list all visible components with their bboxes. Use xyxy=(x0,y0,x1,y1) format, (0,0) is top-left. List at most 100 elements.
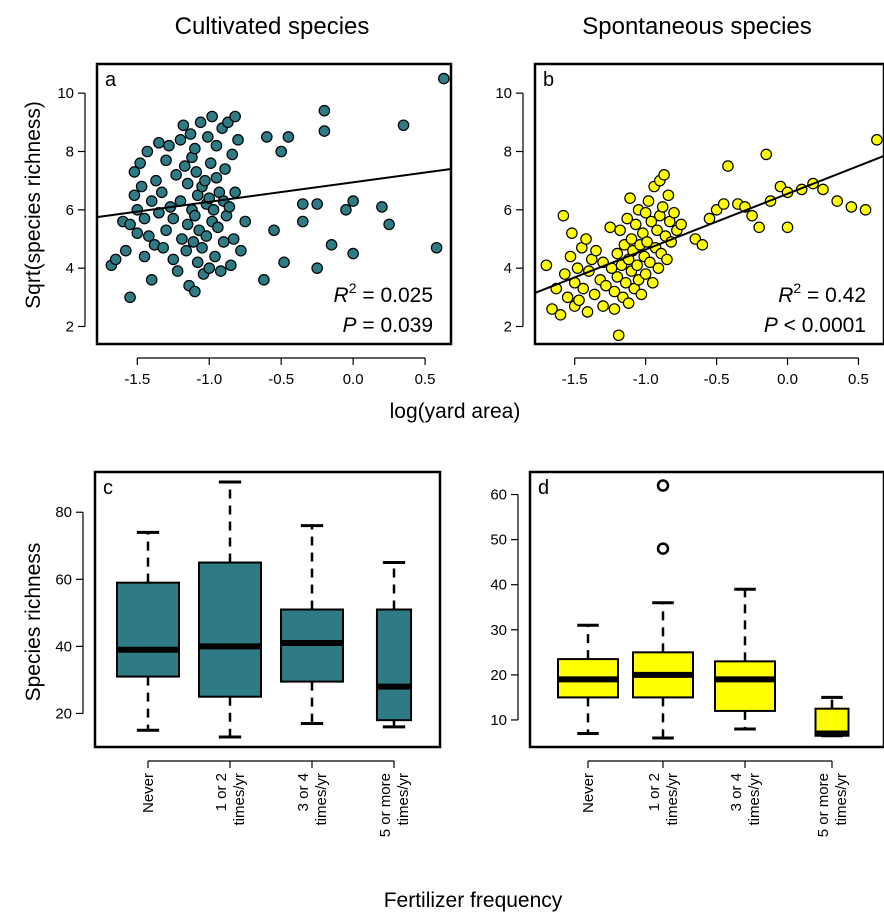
y-tick-label: 50 xyxy=(490,532,507,549)
data-point xyxy=(134,157,146,169)
data-point xyxy=(588,288,601,301)
data-point xyxy=(645,215,658,228)
data-point xyxy=(219,163,231,175)
data-point xyxy=(229,110,241,123)
data-point xyxy=(311,262,323,274)
data-point xyxy=(540,259,553,272)
x-tick-label: 0.0 xyxy=(777,371,798,388)
y-tick-label: 60 xyxy=(490,487,507,504)
box-iqr xyxy=(116,581,180,678)
data-point xyxy=(278,256,290,269)
data-point xyxy=(204,157,217,169)
data-point xyxy=(561,291,574,304)
data-point xyxy=(160,224,172,237)
r-value: = 0.025 xyxy=(357,284,433,307)
data-point xyxy=(573,294,585,307)
x-tick-label: 0.5 xyxy=(415,371,436,388)
r-symbol: R xyxy=(778,284,793,307)
data-point xyxy=(261,131,273,143)
data-point xyxy=(571,262,584,274)
plot-frame xyxy=(95,62,453,346)
y-tick-label: 10 xyxy=(57,85,74,102)
data-point xyxy=(604,221,616,234)
data-point xyxy=(268,224,280,237)
data-point xyxy=(644,256,656,269)
data-point xyxy=(150,174,162,187)
data-point xyxy=(619,276,632,289)
data-point xyxy=(191,256,204,269)
data-point xyxy=(646,276,659,289)
data-point xyxy=(625,233,638,245)
category-label-line2: times/yr xyxy=(746,773,763,826)
data-point xyxy=(189,142,201,155)
data-point xyxy=(296,215,309,228)
data-point xyxy=(590,244,602,257)
data-point xyxy=(717,198,730,210)
data-point xyxy=(171,265,184,277)
data-point xyxy=(753,221,765,234)
y-tick-label: 2 xyxy=(504,319,512,336)
data-point xyxy=(651,224,663,237)
y-tick-label: 8 xyxy=(66,144,74,161)
data-point xyxy=(214,265,227,277)
bottom-y-axis-title: Species richness xyxy=(22,543,45,702)
data-point xyxy=(608,285,621,298)
category-label-line1: 5 or more xyxy=(815,773,832,837)
regression-line xyxy=(96,168,452,219)
p-value-label: P = 0.039 xyxy=(343,314,434,337)
data-point xyxy=(817,183,829,196)
data-point xyxy=(347,247,359,260)
data-point xyxy=(163,139,175,152)
data-point xyxy=(138,250,151,263)
p-value: = 0.039 xyxy=(357,314,433,337)
r-symbol: R xyxy=(334,284,349,307)
data-point xyxy=(145,195,158,207)
data-point xyxy=(232,134,244,146)
category-label-line1: 3 or 4 xyxy=(728,773,745,811)
y-tick-label: 20 xyxy=(490,667,507,684)
data-point xyxy=(577,282,590,295)
r-squared-label: R2 = 0.025 xyxy=(334,280,433,307)
category-label-line1: 1 or 2 xyxy=(646,773,663,811)
p-symbol: P xyxy=(343,314,357,337)
data-point xyxy=(239,215,252,228)
y-tick-label: 4 xyxy=(504,260,512,277)
data-point xyxy=(200,230,213,242)
data-point xyxy=(318,125,331,137)
data-point xyxy=(178,160,191,172)
x-tick-label: 0.0 xyxy=(343,371,364,388)
bottom-x-axis-title: Fertilizer frequency xyxy=(384,889,563,912)
category-label: Never xyxy=(580,773,597,813)
category-label-line1: 3 or 4 xyxy=(295,773,312,811)
data-point xyxy=(124,218,136,231)
category-label: Never xyxy=(140,773,157,813)
plot-frame xyxy=(528,470,884,749)
data-point xyxy=(124,291,136,304)
x-tick-label: -1.5 xyxy=(124,371,150,388)
data-point xyxy=(641,236,653,248)
data-point xyxy=(624,192,636,204)
outlier-point xyxy=(656,479,670,492)
data-point xyxy=(212,221,224,234)
data-point xyxy=(635,288,648,301)
data-point xyxy=(845,201,858,213)
data-point xyxy=(143,230,155,242)
data-point xyxy=(611,247,624,260)
box-iqr xyxy=(198,561,262,698)
y-tick-label: 10 xyxy=(490,712,507,729)
data-point xyxy=(639,206,652,219)
x-tick-label: -0.5 xyxy=(704,371,730,388)
data-point xyxy=(831,195,843,207)
data-point xyxy=(225,259,237,272)
x-tick-label: -1.0 xyxy=(196,371,222,388)
data-point xyxy=(746,209,758,222)
data-point xyxy=(318,104,331,117)
data-point xyxy=(235,244,247,257)
r-value: = 0.42 xyxy=(801,284,866,307)
category-label-line2: times/yr xyxy=(313,773,330,826)
data-point xyxy=(631,259,643,272)
data-point xyxy=(662,189,675,202)
y-tick-label: 60 xyxy=(55,571,72,588)
data-point xyxy=(600,279,612,292)
